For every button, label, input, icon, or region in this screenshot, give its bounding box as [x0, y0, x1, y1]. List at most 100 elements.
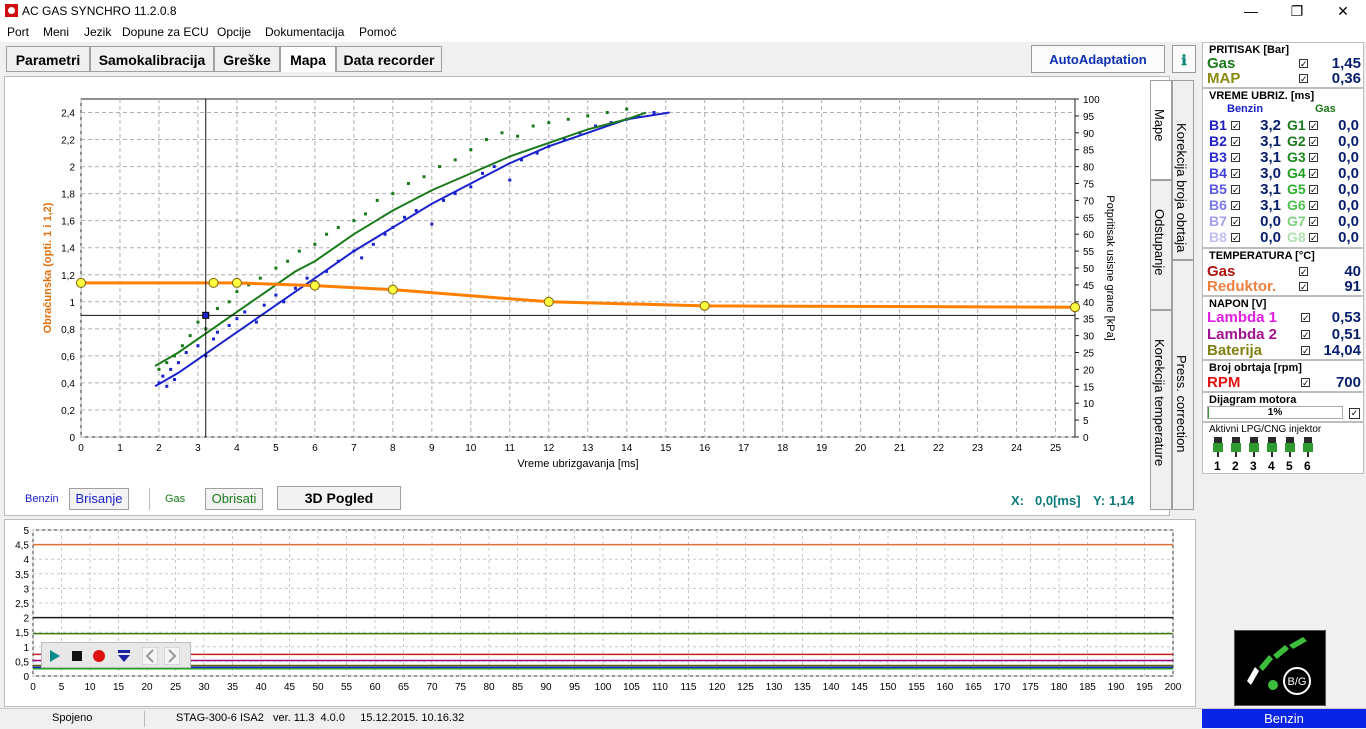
menu-dokumentacija[interactable]: Dokumentacija [265, 25, 345, 39]
stop-icon[interactable] [70, 649, 84, 663]
gas-injector-checkbox[interactable]: ✓ [1309, 153, 1318, 163]
y2-tick-label: 90 [1083, 129, 1095, 140]
gas-data-point [235, 290, 239, 294]
menu-bar: Port Meni Jezik Dopune za ECU Opcije Dok… [0, 22, 1366, 42]
gas-injector-label: G8 [1287, 229, 1306, 245]
recorder-x-tick-label: 40 [255, 682, 267, 693]
play-icon[interactable] [48, 649, 62, 663]
recorder-y-tick-label: 1,5 [15, 628, 29, 639]
benzin-injector-checkbox[interactable]: ✓ [1231, 121, 1240, 131]
gas-injector-checkbox[interactable]: ✓ [1309, 185, 1318, 195]
multiplier-control-point[interactable] [387, 284, 398, 295]
info-icon[interactable]: ℹ [1172, 45, 1196, 73]
tab-greske[interactable]: Greške [214, 46, 280, 72]
y2-tick-label: 25 [1083, 349, 1095, 360]
prev-icon[interactable] [142, 647, 158, 665]
rpm-label: RPM [1207, 374, 1241, 391]
bg-logo-text: B/G [1288, 676, 1307, 688]
minimize-button[interactable]: — [1244, 3, 1258, 19]
vtab-korekcija-temperature[interactable]: Korekcija temperature [1150, 310, 1172, 510]
y2-tick-label: 20 [1083, 365, 1095, 376]
lambda1-checkbox[interactable]: ✓ [1301, 313, 1310, 323]
vreme-ubriz-box: VREME UBRIZ. [ms] Benzin Gas B1 ✓ 3,2 G1 ✓ 0,… [1202, 88, 1364, 248]
recorder-x-tick-label: 15 [113, 682, 125, 693]
multiplier-control-point[interactable] [309, 280, 320, 291]
multiplier-control-point[interactable] [699, 300, 710, 311]
y-axis-label: Obračunska (opti. 1 i 1,2) [42, 202, 54, 333]
temp-reduktor-checkbox[interactable]: ✓ [1299, 282, 1308, 292]
multiplier-control-point[interactable] [1070, 302, 1080, 313]
brisanje-button[interactable]: Brisanje [69, 488, 129, 510]
tab-mapa[interactable]: Mapa [280, 46, 336, 72]
recorder-x-tick-label: 150 [880, 682, 897, 693]
gas-injector-checkbox[interactable]: ✓ [1309, 121, 1318, 131]
menu-dopune[interactable]: Dopune za ECU [122, 25, 209, 39]
x-tick-label: 13 [582, 443, 594, 454]
gas-injector-checkbox[interactable]: ✓ [1309, 217, 1318, 227]
record-icon[interactable] [92, 649, 106, 663]
autoadaptation-button[interactable]: AutoAdaptation [1031, 45, 1165, 73]
x-tick-label: 14 [621, 443, 633, 454]
menu-opcije[interactable]: Opcije [217, 25, 252, 39]
baterija-checkbox[interactable]: ✓ [1301, 346, 1310, 356]
gas-injector-checkbox[interactable]: ✓ [1309, 137, 1318, 147]
marker-icon[interactable] [116, 648, 132, 664]
menu-port[interactable]: Port [7, 25, 30, 39]
tab-parametri[interactable]: Parametri [6, 46, 90, 72]
rpm-checkbox[interactable]: ✓ [1301, 378, 1310, 388]
gas-injector-checkbox[interactable]: ✓ [1309, 233, 1318, 243]
maximize-button[interactable]: ❐ [1290, 3, 1304, 19]
recorder-x-tick-label: 50 [312, 682, 324, 693]
x-tick-label: 12 [543, 443, 555, 454]
recorder-chart[interactable]: 0 5 10 15 20 25 30 35 40 45 50 55 60 65 70 75 80 85 90 95 10… [5, 520, 1195, 706]
recorder-x-tick-label: 95 [569, 682, 581, 693]
multiplier-control-point[interactable] [231, 277, 242, 288]
benzin-injector-checkbox[interactable]: ✓ [1231, 169, 1240, 179]
menu-meni[interactable]: Meni [43, 25, 70, 39]
gas-injector-checkbox[interactable]: ✓ [1309, 169, 1318, 179]
separator [149, 488, 150, 510]
gas-data-point [547, 121, 551, 125]
vtab-press-correction[interactable]: Press. correction [1172, 260, 1194, 510]
multiplier-control-point[interactable] [208, 277, 219, 288]
3d-pogled-button[interactable]: 3D Pogled [277, 486, 401, 510]
map-panel: 0 1 2 3 4 5 6 7 8 9 10 11 12 13 14 15 16 17 18 19 20 21 22 23 24… [4, 76, 1170, 516]
vtab-korekcija-obrtaja[interactable]: Korekcija broja obrtaja [1172, 80, 1194, 260]
map-pressure-checkbox[interactable]: ✓ [1299, 74, 1308, 84]
menu-pomoc[interactable]: Pomoć [359, 25, 397, 39]
y2-tick-label: 15 [1083, 382, 1095, 393]
menu-jezik[interactable]: Jezik [84, 25, 112, 39]
gas-injector-checkbox[interactable]: ✓ [1309, 201, 1318, 211]
recorder-y-tick-label: 3,5 [15, 570, 29, 581]
cursor-x-label: X: [1011, 493, 1024, 508]
map-chart[interactable]: 0 1 2 3 4 5 6 7 8 9 10 11 12 13 14 15 16 17 18 19 20 21 22 23 24… [5, 77, 1169, 487]
benzin-injector-checkbox[interactable]: ✓ [1231, 233, 1240, 243]
recorder-x-tick-label: 20 [141, 682, 153, 693]
gas-data-point [500, 131, 504, 135]
multiplier-control-point[interactable] [543, 296, 554, 307]
obrisati-button[interactable]: Obrisati [205, 488, 263, 510]
benzin-injector-checkbox[interactable]: ✓ [1231, 185, 1240, 195]
y2-tick-label: 35 [1083, 315, 1095, 326]
benzin-injector-checkbox[interactable]: ✓ [1231, 217, 1240, 227]
gas-pressure-checkbox[interactable]: ✓ [1299, 59, 1308, 69]
tab-samokalibracija[interactable]: Samokalibracija [90, 46, 214, 72]
benzin-injector-checkbox[interactable]: ✓ [1231, 153, 1240, 163]
recorder-x-tick-label: 160 [937, 682, 954, 693]
benzin-injector-checkbox[interactable]: ✓ [1231, 137, 1240, 147]
baterija-label: Baterija [1207, 342, 1263, 359]
vtab-mape[interactable]: Mape [1150, 80, 1172, 180]
dijagram-checkbox[interactable]: ✓ [1349, 408, 1360, 419]
benzin-injector-checkbox[interactable]: ✓ [1231, 201, 1240, 211]
tab-data-recorder[interactable]: Data recorder [336, 46, 442, 72]
y-tick-label: 1,2 [61, 271, 75, 282]
next-icon[interactable] [164, 647, 180, 665]
gas-curve [154, 111, 647, 367]
vtab-odstupanje[interactable]: Odstupanje [1150, 180, 1172, 310]
multiplier-control-point[interactable] [76, 277, 86, 288]
lambda2-checkbox[interactable]: ✓ [1301, 330, 1310, 340]
close-button[interactable]: ✕ [1337, 3, 1349, 19]
gas-data-point [469, 148, 473, 152]
temp-gas-checkbox[interactable]: ✓ [1299, 267, 1308, 277]
gas-data-point [566, 117, 570, 121]
